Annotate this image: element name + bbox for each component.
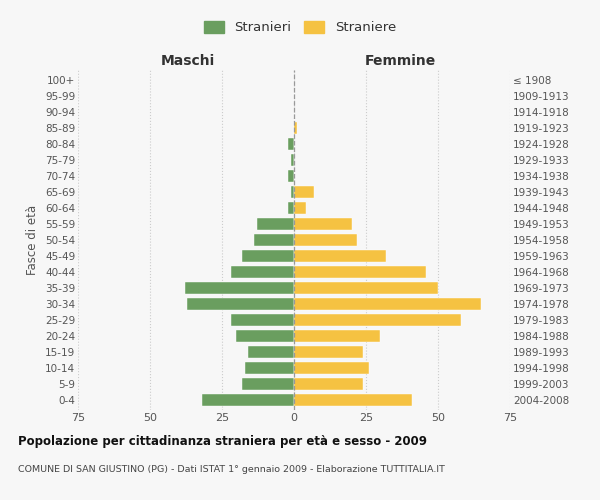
Bar [294, 250, 386, 262]
Bar [254, 234, 294, 246]
Bar [236, 330, 294, 342]
Bar [288, 202, 294, 214]
Y-axis label: Fasce di età: Fasce di età [26, 205, 40, 275]
Bar [245, 362, 294, 374]
Bar [230, 266, 294, 278]
Bar [185, 282, 294, 294]
Bar [294, 122, 297, 134]
Bar [288, 170, 294, 182]
Bar [294, 378, 363, 390]
Bar [242, 378, 294, 390]
Bar [242, 250, 294, 262]
Bar [202, 394, 294, 406]
Bar [291, 154, 294, 166]
Legend: Stranieri, Straniere: Stranieri, Straniere [197, 14, 403, 40]
Bar [294, 202, 305, 214]
Bar [294, 218, 352, 230]
Text: Maschi: Maschi [160, 54, 215, 68]
Bar [288, 138, 294, 150]
Text: Femmine: Femmine [365, 54, 436, 68]
Bar [294, 298, 481, 310]
Text: Popolazione per cittadinanza straniera per età e sesso - 2009: Popolazione per cittadinanza straniera p… [18, 435, 427, 448]
Bar [294, 330, 380, 342]
Bar [291, 186, 294, 198]
Bar [294, 394, 412, 406]
Bar [294, 346, 363, 358]
Bar [294, 282, 438, 294]
Bar [294, 314, 461, 326]
Bar [294, 266, 427, 278]
Text: COMUNE DI SAN GIUSTINO (PG) - Dati ISTAT 1° gennaio 2009 - Elaborazione TUTTITAL: COMUNE DI SAN GIUSTINO (PG) - Dati ISTAT… [18, 465, 445, 474]
Bar [257, 218, 294, 230]
Bar [294, 362, 369, 374]
Bar [294, 234, 358, 246]
Bar [187, 298, 294, 310]
Bar [248, 346, 294, 358]
Bar [230, 314, 294, 326]
Bar [294, 186, 314, 198]
